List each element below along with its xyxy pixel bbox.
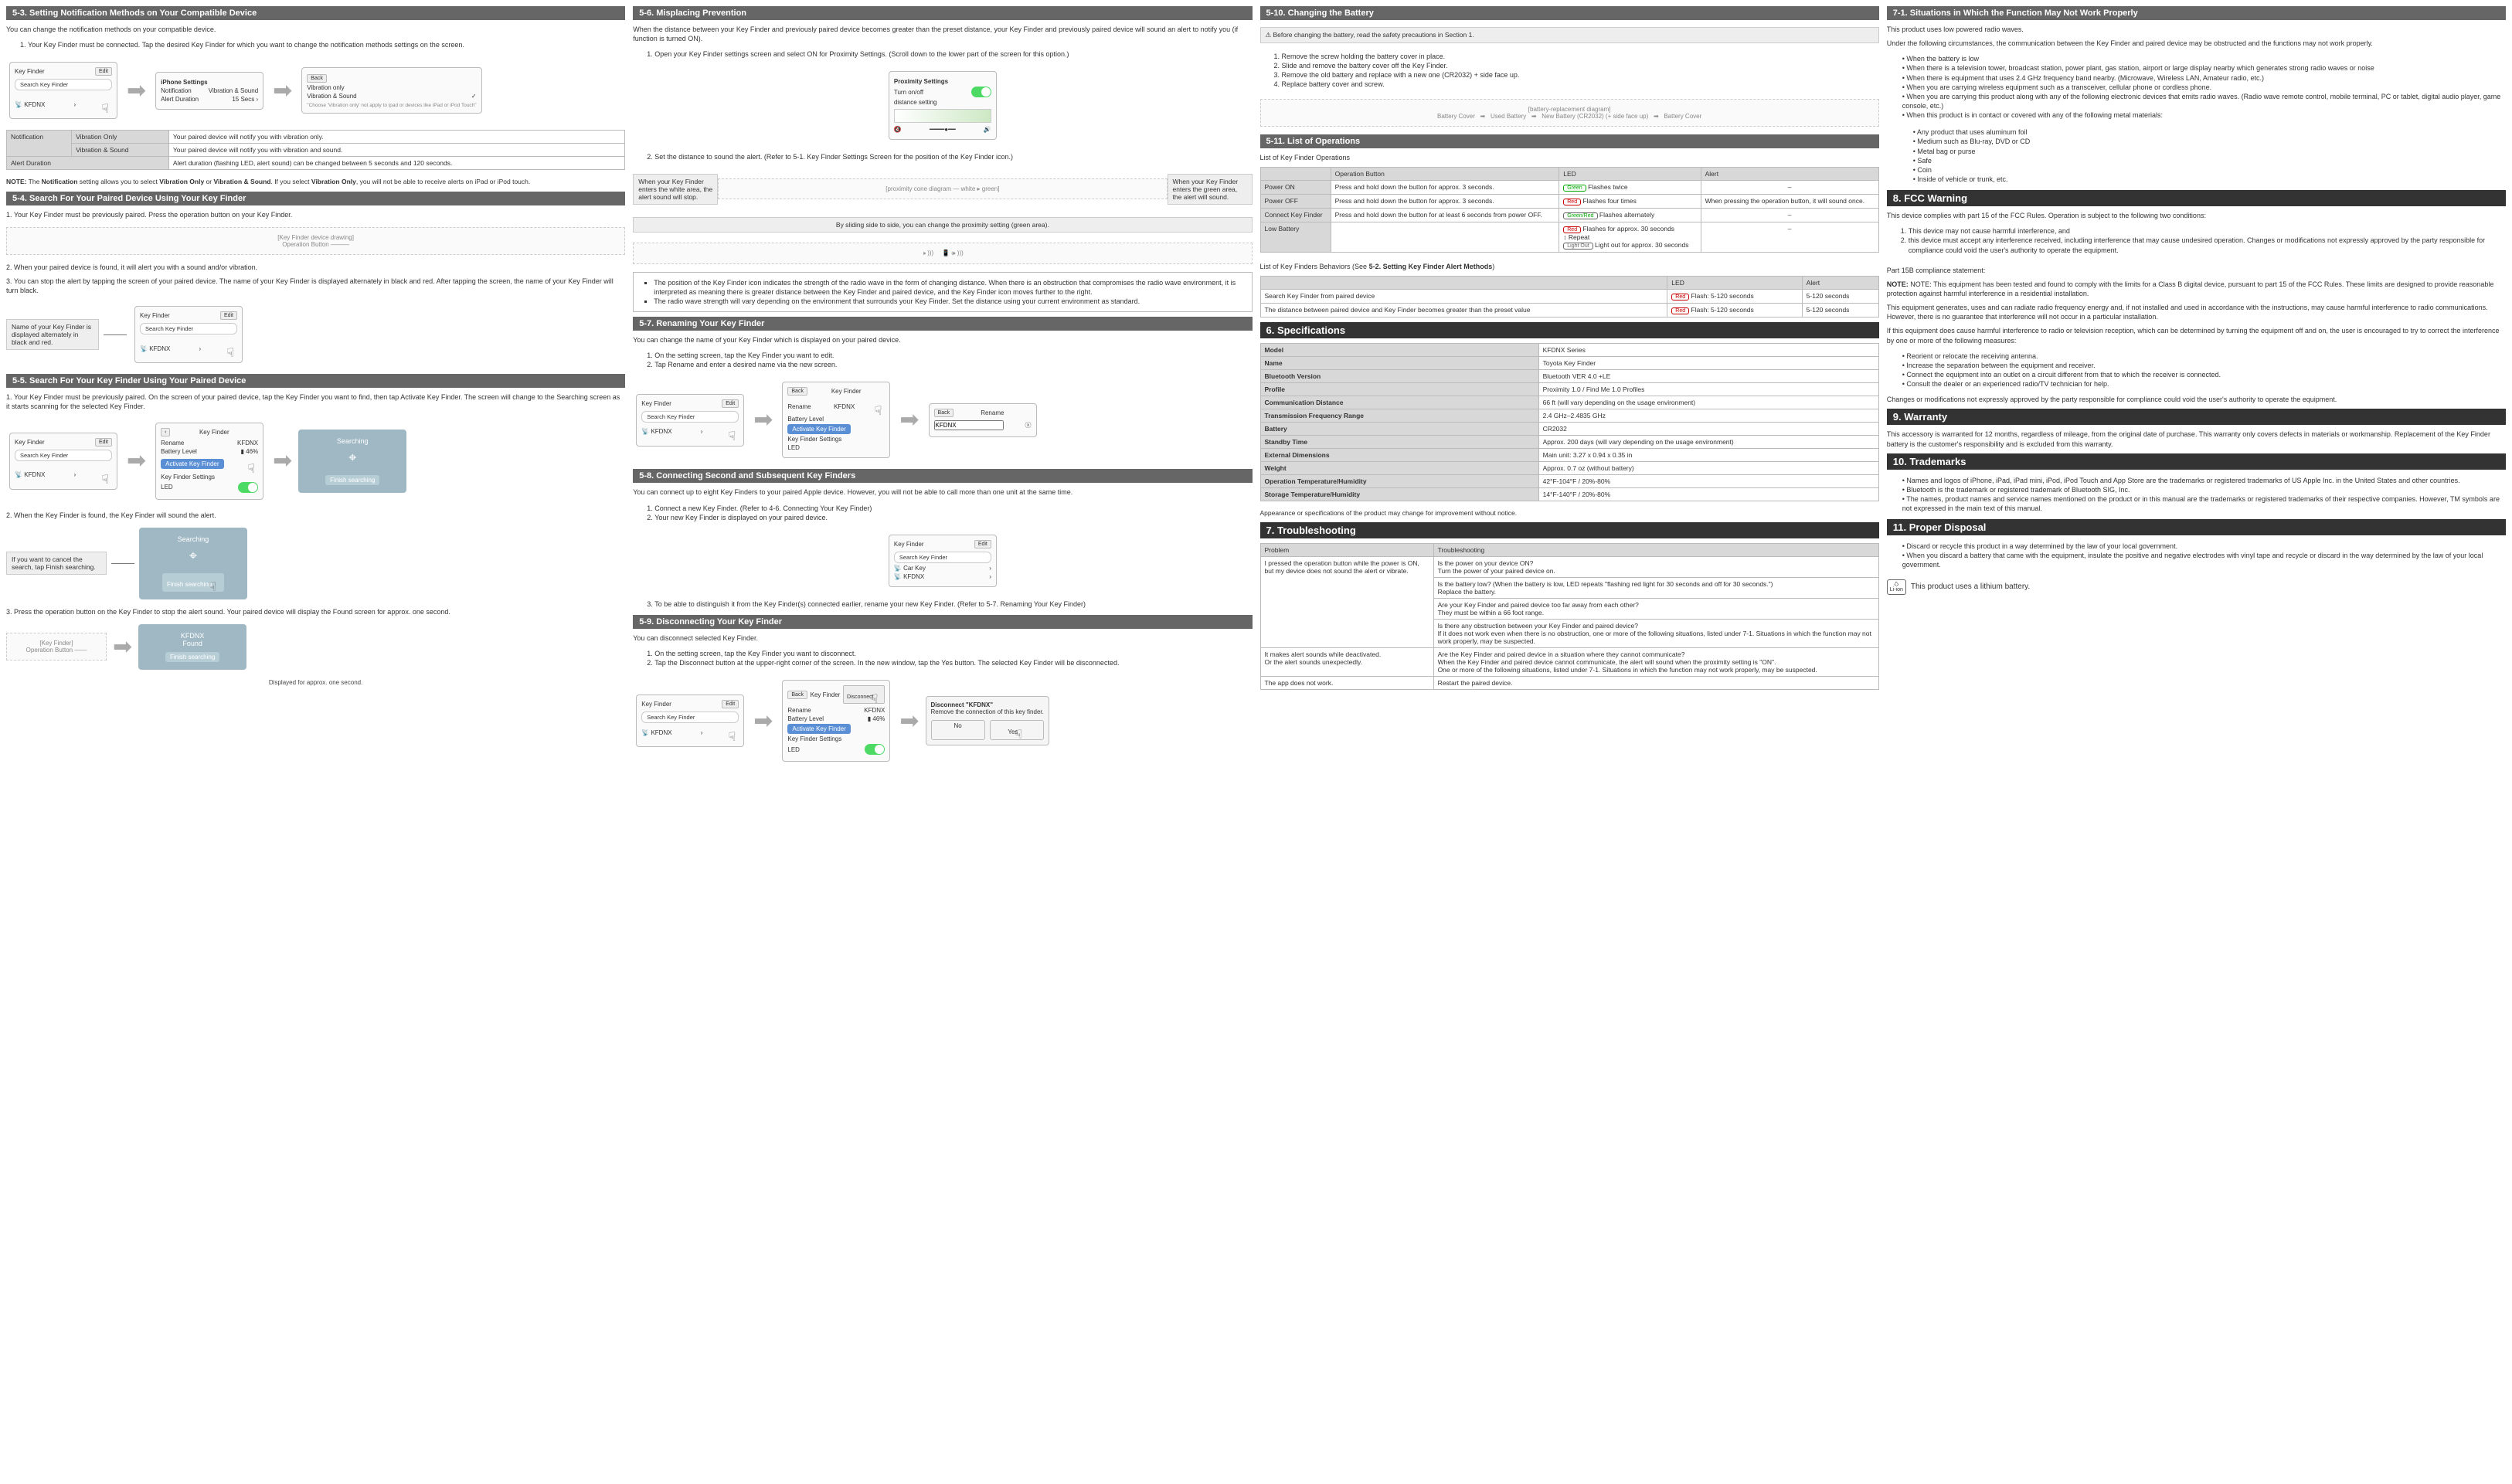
mock-list: Key FinderEdit Search Key Finder 📡 KFDNX… (9, 433, 117, 490)
column-1: 5-3. Setting Notification Methods on You… (6, 6, 625, 768)
troubleshooting-table: ProblemTroubleshooting I pressed the ope… (1260, 543, 1879, 690)
spec-value: 2.4 GHz–2.4835 GHz (1538, 409, 1878, 422)
spec-label: Weight (1260, 461, 1538, 474)
label-box: Name of your Key Finder is displayed alt… (6, 319, 99, 350)
section-8-header: 8. FCC Warning (1887, 190, 2506, 206)
spec-value: Approx. 0.7 oz (without battery) (1538, 461, 1878, 474)
finish-searching-button[interactable]: Finish searching (325, 475, 379, 485)
spec-value: KFDNX Series (1538, 343, 1878, 356)
s5-3-step1: Your Key Finder must be connected. Tap t… (28, 40, 625, 49)
section-5-9-header: 5-9. Disconnecting Your Key Finder (633, 615, 1252, 629)
spec-value: 66 ft (will vary depending on the usage … (1538, 396, 1878, 409)
search-bar[interactable]: Search Key Finder (15, 79, 112, 90)
spec-value: Main unit: 3.27 x 0.94 x 0.35 in (1538, 448, 1878, 461)
section-9-header: 9. Warranty (1887, 409, 2506, 425)
section-5-6-header: 5-6. Misplacing Prevention (633, 6, 1252, 20)
s5-5-step2: 2. When the Key Finder is found, the Key… (6, 511, 625, 520)
mock-notification-options: Back Vibration only Vibration & Sound✓ "… (301, 67, 481, 114)
mock-iphone-settings: iPhone Settings NotificationVibration & … (155, 72, 263, 110)
s5-4-step1: 1. Your Key Finder must be previously pa… (6, 210, 625, 219)
proximity-toggle[interactable] (971, 87, 991, 97)
notification-table: NotificationVibration OnlyYour paired de… (6, 130, 625, 170)
sound-diagram: 🕨 ))) 📱 🕪 ))) (633, 243, 1252, 264)
rename-input[interactable] (934, 420, 1004, 430)
mock-detail: ‹Key Finder RenameKFDNX Battery Level▮ 4… (155, 423, 263, 500)
disconnect-dialog: Disconnect "KFDNX" Remove the connection… (926, 696, 1049, 745)
spec-label: Standby Time (1260, 435, 1538, 448)
info-box: The position of the Key Finder icon indi… (633, 272, 1252, 312)
s5-4-step3: 3. You can stop the alert by tapping the… (6, 277, 625, 295)
arrow-icon: ➡ (267, 77, 298, 104)
spec-label: Battery (1260, 422, 1538, 435)
column-3: 5-10. Changing the Battery ⚠ Before chan… (1260, 6, 1879, 768)
s5-4-step2: 2. When your paired device is found, it … (6, 263, 625, 272)
spec-label: Name (1260, 356, 1538, 369)
spec-label: Bluetooth Version (1260, 369, 1538, 382)
no-button[interactable]: No (931, 720, 985, 740)
spec-value: Proximity 1.0 / Find Me 1.0 Profiles (1538, 382, 1878, 396)
spec-label: Operation Temperature/Humidity (1260, 474, 1538, 487)
mock-keyfinder-list: Key FinderEdit Search Key Finder 📡 KFDNX… (134, 306, 243, 363)
searching-screen: Searching ⌖ Finish searching (139, 528, 247, 599)
led-toggle[interactable] (238, 482, 258, 493)
spec-table: ModelKFDNX SeriesNameToyota Key FinderBl… (1260, 343, 1879, 501)
found-screen: KFDNX Found Finish searching (138, 624, 246, 670)
yes-button[interactable]: Yes (990, 720, 1044, 740)
section-5-11-header: 5-11. List of Operations (1260, 134, 1879, 148)
back-button[interactable]: Back (307, 74, 327, 83)
spec-value: Approx. 200 days (will vary depending on… (1538, 435, 1878, 448)
section-5-8-header: 5-8. Connecting Second and Subsequent Ke… (633, 469, 1252, 483)
spec-label: External Dimensions (1260, 448, 1538, 461)
section-5-5-header: 5-5. Search For Your Key Finder Using Yo… (6, 374, 625, 388)
keyfinder-illustration: [Key Finder device drawing]Operation But… (6, 227, 625, 255)
spec-value: Bluetooth VER 4.0 +LE (1538, 369, 1878, 382)
activate-key-finder-button[interactable]: Activate Key Finder (161, 459, 223, 469)
spec-value: 14°F-140°F / 20%-80% (1538, 487, 1878, 501)
behaviors-table: LEDAlert Search Key Finder from paired d… (1260, 276, 1879, 318)
lithium-icon-row: ♺Li-ion This product uses a lithium batt… (1887, 579, 2506, 595)
s5-5-step3: 3. Press the operation button on the Key… (6, 607, 625, 616)
battery-diagram: [battery-replacement diagram] Battery Co… (1260, 99, 1879, 127)
section-7-header: 7. Troubleshooting (1260, 522, 1879, 538)
li-ion-icon: ♺Li-ion (1887, 579, 1906, 595)
spec-value: 42°F-104°F / 20%-80% (1538, 474, 1878, 487)
s5-3-intro: You can change the notification methods … (6, 25, 625, 34)
arrow-icon: ➡ (121, 77, 152, 104)
section-7-1-header: 7-1. Situations in Which the Function Ma… (1887, 6, 2506, 20)
section-5-4-header: 5-4. Search For Your Paired Device Using… (6, 192, 625, 205)
warning-box: ⚠ Before changing the battery, read the … (1260, 27, 1879, 43)
proximity-settings-mock: Proximity Settings Turn on/off distance … (889, 71, 997, 140)
spec-label: Storage Temperature/Humidity (1260, 487, 1538, 501)
column-4: 7-1. Situations in Which the Function Ma… (1887, 6, 2506, 768)
section-5-7-header: 5-7. Renaming Your Key Finder (633, 317, 1252, 331)
spec-label: Model (1260, 343, 1538, 356)
s5-3-note: NOTE: The Notification setting allows yo… (6, 178, 625, 186)
column-2: 5-6. Misplacing Prevention When the dist… (633, 6, 1252, 768)
s5-5-step1: 1. Your Key Finder must be previously pa… (6, 392, 625, 411)
searching-screen: Searching ⌖ Finish searching (298, 430, 406, 493)
disconnect-button[interactable]: Disconnect (843, 685, 885, 704)
section-6-header: 6. Specifications (1260, 322, 1879, 338)
section-5-3-header: 5-3. Setting Notification Methods on You… (6, 6, 625, 20)
edit-button[interactable]: Edit (95, 67, 112, 76)
keyfinder-illustration: [Key Finder]Operation Button —— (6, 633, 107, 660)
spec-value: Toyota Key Finder (1538, 356, 1878, 369)
spec-label: Communication Distance (1260, 396, 1538, 409)
section-10-header: 10. Trademarks (1887, 453, 2506, 470)
spec-value: CR2032 (1538, 422, 1878, 435)
section-5-10-header: 5-10. Changing the Battery (1260, 6, 1879, 20)
spec-label: Transmission Frequency Range (1260, 409, 1538, 422)
section-11-header: 11. Proper Disposal (1887, 519, 2506, 535)
spec-label: Profile (1260, 382, 1538, 396)
proximity-diagram: [proximity cone diagram — white ▸ green] (718, 178, 1167, 199)
operations-table: Operation ButtonLEDAlert Power ONPress a… (1260, 167, 1879, 253)
mock-keyfinder-list: Key FinderEdit Search Key Finder 📡 KFDNX… (9, 62, 117, 119)
